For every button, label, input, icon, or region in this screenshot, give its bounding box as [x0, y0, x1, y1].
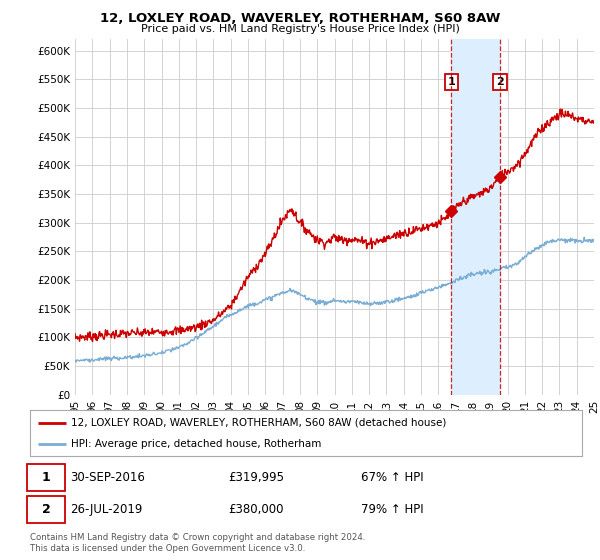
Text: 30-SEP-2016: 30-SEP-2016 [70, 471, 145, 484]
Text: 1: 1 [448, 77, 455, 87]
Bar [451, 39, 500, 395]
Text: Contains HM Land Registry data © Crown copyright and database right 2024.
This d: Contains HM Land Registry data © Crown c… [30, 533, 365, 553]
Text: HPI: Average price, detached house, Rotherham: HPI: Average price, detached house, Roth… [71, 439, 322, 449]
FancyBboxPatch shape [27, 496, 65, 523]
Text: Price paid vs. HM Land Registry's House Price Index (HPI): Price paid vs. HM Land Registry's House … [140, 24, 460, 34]
Text: 79% ↑ HPI: 79% ↑ HPI [361, 503, 424, 516]
FancyBboxPatch shape [27, 464, 65, 491]
Text: 12, LOXLEY ROAD, WAVERLEY, ROTHERHAM, S60 8AW: 12, LOXLEY ROAD, WAVERLEY, ROTHERHAM, S6… [100, 12, 500, 25]
Text: £380,000: £380,000 [229, 503, 284, 516]
Text: 2: 2 [496, 77, 504, 87]
Text: £319,995: £319,995 [229, 471, 285, 484]
Text: 2: 2 [41, 503, 50, 516]
Text: 1: 1 [41, 471, 50, 484]
Text: 12, LOXLEY ROAD, WAVERLEY, ROTHERHAM, S60 8AW (detached house): 12, LOXLEY ROAD, WAVERLEY, ROTHERHAM, S6… [71, 418, 447, 428]
Text: 26-JUL-2019: 26-JUL-2019 [70, 503, 142, 516]
Text: 67% ↑ HPI: 67% ↑ HPI [361, 471, 424, 484]
